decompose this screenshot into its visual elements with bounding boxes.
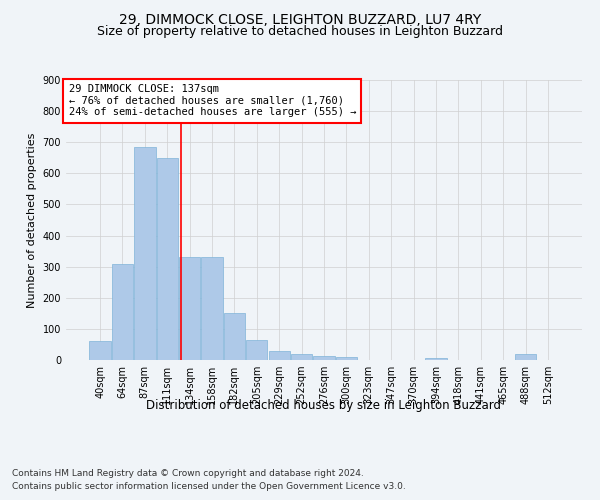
Bar	[112, 264, 133, 360]
Y-axis label: Number of detached properties: Number of detached properties	[27, 132, 37, 308]
Text: 29, DIMMOCK CLOSE, LEIGHTON BUZZARD, LU7 4RY: 29, DIMMOCK CLOSE, LEIGHTON BUZZARD, LU7…	[119, 12, 481, 26]
Bar	[269, 350, 290, 360]
Bar	[202, 258, 223, 360]
Text: Distribution of detached houses by size in Leighton Buzzard: Distribution of detached houses by size …	[146, 398, 502, 411]
Bar	[89, 342, 111, 360]
Text: Contains HM Land Registry data © Crown copyright and database right 2024.: Contains HM Land Registry data © Crown c…	[12, 468, 364, 477]
Bar	[179, 258, 200, 360]
Bar	[224, 314, 245, 360]
Bar	[313, 356, 335, 360]
Bar	[336, 357, 357, 360]
Bar	[515, 354, 536, 360]
Bar	[246, 340, 268, 360]
Text: Contains public sector information licensed under the Open Government Licence v3: Contains public sector information licen…	[12, 482, 406, 491]
Bar	[134, 147, 155, 360]
Bar	[291, 354, 312, 360]
Text: Size of property relative to detached houses in Leighton Buzzard: Size of property relative to detached ho…	[97, 25, 503, 38]
Bar	[425, 358, 446, 360]
Bar	[157, 158, 178, 360]
Text: 29 DIMMOCK CLOSE: 137sqm
← 76% of detached houses are smaller (1,760)
24% of sem: 29 DIMMOCK CLOSE: 137sqm ← 76% of detach…	[68, 84, 356, 117]
